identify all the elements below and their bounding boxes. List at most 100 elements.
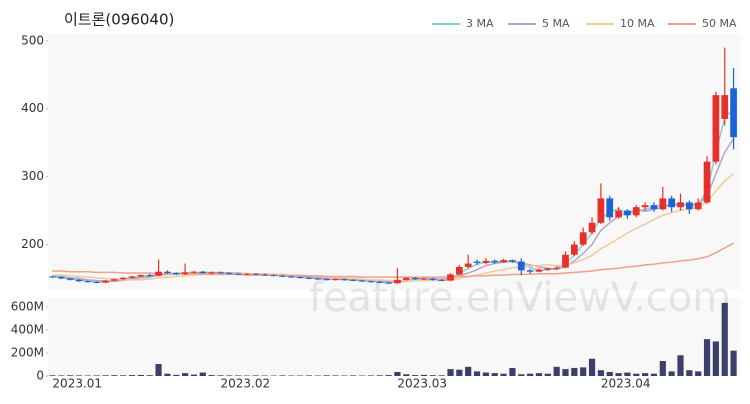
- volume-bar: [111, 375, 117, 376]
- candle-body: [668, 198, 675, 207]
- candle-body: [474, 262, 481, 263]
- volume-bar: [492, 373, 498, 376]
- volume-bar: [120, 375, 126, 376]
- candle-body: [102, 281, 109, 283]
- volume-bar: [58, 375, 64, 376]
- candle-body: [297, 277, 304, 278]
- candle-body: [314, 278, 321, 279]
- candle-body: [562, 255, 569, 268]
- volume-bar: [722, 303, 728, 376]
- volume-bar: [332, 375, 338, 376]
- candle-body: [606, 198, 613, 217]
- volume-tick-label: 200M: [11, 345, 44, 359]
- y-tick-label: 300: [21, 169, 44, 183]
- volume-bar: [651, 374, 657, 376]
- candle-body: [491, 261, 498, 262]
- candle-body: [615, 211, 622, 218]
- candle-body: [651, 205, 658, 209]
- candle-body: [721, 95, 728, 119]
- candle-body: [235, 274, 242, 275]
- candle-body: [633, 207, 640, 215]
- candle-body: [199, 272, 206, 273]
- volume-bar: [633, 374, 639, 376]
- legend-label: 50 MA: [702, 17, 737, 30]
- candle-body: [483, 261, 490, 263]
- candle-body: [509, 260, 516, 261]
- y-tick-label: 200: [21, 237, 44, 251]
- volume-bar: [200, 373, 206, 376]
- volume-bar: [642, 373, 648, 376]
- volume-bar: [209, 375, 215, 376]
- volume-bar: [474, 371, 480, 376]
- candle-body: [553, 268, 560, 269]
- candle-body: [518, 262, 525, 271]
- volume-bar: [394, 372, 400, 376]
- candle-body: [226, 273, 233, 274]
- x-tick-label: 2023.03: [397, 377, 447, 391]
- volume-bar: [324, 375, 330, 376]
- volume-bar: [607, 372, 613, 376]
- candle-body: [544, 268, 551, 269]
- candle-body: [84, 281, 91, 282]
- volume-bar: [385, 375, 391, 376]
- candle-body: [376, 282, 383, 283]
- candle-body: [686, 202, 693, 209]
- volume-bar: [536, 373, 542, 376]
- volume-bar: [713, 341, 719, 376]
- candle-body: [288, 276, 295, 277]
- volume-bar: [421, 375, 427, 376]
- candle-body: [323, 279, 330, 280]
- candle-body: [129, 276, 136, 277]
- candle-body: [58, 277, 65, 278]
- volume-bar: [660, 361, 666, 376]
- volume-bar: [226, 375, 232, 376]
- volume-bar: [580, 367, 586, 376]
- volume-bar: [509, 368, 515, 376]
- volume-bar: [368, 375, 374, 376]
- volume-bar: [545, 374, 551, 376]
- candle-body: [182, 272, 189, 274]
- volume-bar: [518, 374, 524, 376]
- candle-body: [385, 283, 392, 284]
- candle-body: [341, 279, 348, 280]
- volume-bar: [138, 375, 144, 376]
- candle-body: [111, 279, 118, 280]
- volume-bar: [279, 375, 285, 376]
- volume-bar: [730, 351, 736, 376]
- y-tick-label: 500: [21, 33, 44, 47]
- candle-body: [456, 267, 463, 274]
- volume-bar: [554, 367, 560, 376]
- volume-bar: [456, 370, 462, 376]
- volume-bar: [76, 375, 82, 376]
- volume-bar: [447, 369, 453, 376]
- candle-body: [465, 264, 472, 267]
- candle-body: [677, 202, 684, 207]
- volume-bar: [147, 375, 153, 376]
- volume-bar: [686, 370, 692, 376]
- candle-body: [244, 274, 251, 275]
- chart-title: 이트론(096040): [64, 11, 174, 29]
- volume-tick-label: 400M: [11, 322, 44, 336]
- candle-body: [49, 276, 56, 277]
- volume-bar: [94, 375, 100, 376]
- volume-bar: [164, 374, 170, 376]
- candle-body: [120, 278, 127, 279]
- x-tick-label: 2023.01: [52, 377, 102, 391]
- candle-body: [704, 162, 711, 203]
- volume-bar: [615, 373, 621, 376]
- candle-body: [67, 278, 74, 279]
- volume-bar: [377, 375, 383, 376]
- volume-bar: [483, 373, 489, 376]
- x-tick-label: 2023.04: [601, 377, 651, 391]
- candle-body: [659, 198, 666, 209]
- volume-bar: [624, 373, 630, 376]
- volume-bar: [669, 371, 675, 376]
- candle-body: [421, 278, 428, 279]
- price-pane: [48, 34, 740, 290]
- volume-bar: [67, 375, 73, 376]
- volume-bar: [465, 367, 471, 376]
- candle-body: [536, 270, 543, 272]
- volume-bar: [704, 339, 710, 376]
- candle-body: [438, 280, 445, 281]
- candle-body: [624, 211, 631, 216]
